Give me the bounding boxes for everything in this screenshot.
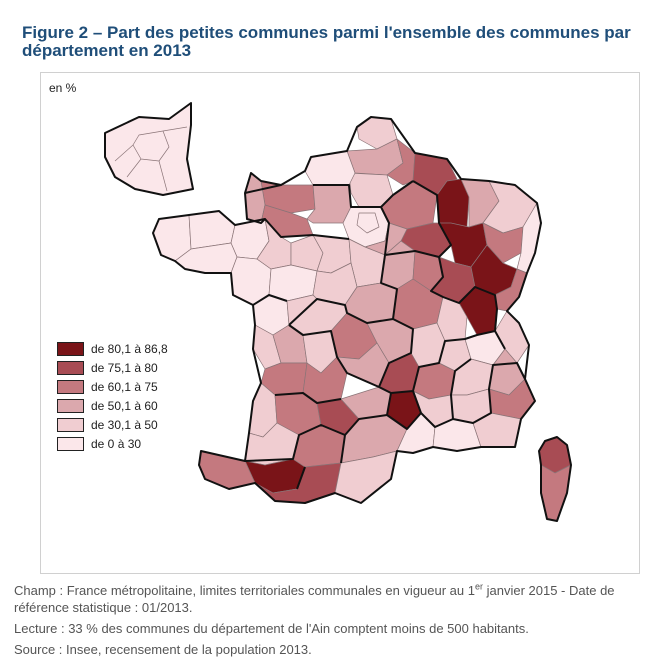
region-border	[152, 116, 542, 504]
legend-item: de 0 à 30	[57, 434, 168, 453]
legend-label: de 50,1 à 60	[91, 398, 158, 413]
legend-swatch	[57, 398, 84, 413]
legend-item: de 50,1 à 60	[57, 396, 168, 415]
legend-item: de 60,1 à 75	[57, 377, 168, 396]
lecture-note: Lecture : 33 % des communes du départeme…	[14, 621, 529, 636]
map-legend: de 80,1 à 86,8 de 75,1 à 80 de 60,1 à 75…	[57, 339, 168, 453]
region-border	[104, 102, 194, 196]
france-map	[104, 102, 572, 522]
unit-label: en %	[49, 81, 77, 95]
legend-label: de 80,1 à 86,8	[91, 341, 168, 356]
department-region	[244, 458, 306, 494]
legend-item: de 30,1 à 50	[57, 415, 168, 434]
legend-label: de 0 à 30	[91, 436, 142, 451]
department-region	[356, 212, 380, 234]
source-note: Source : Insee, recensement de la popula…	[14, 642, 312, 657]
figure-title: Figure 2 – Part des petites communes par…	[22, 23, 631, 60]
legend-swatch	[57, 379, 84, 394]
legend-item: de 80,1 à 86,8	[57, 339, 168, 358]
legend-swatch	[57, 436, 84, 451]
legend-swatch	[57, 417, 84, 432]
department-region	[114, 126, 188, 192]
champ-note: Champ : France métropolitaine, limites t…	[14, 581, 615, 615]
region-border	[538, 436, 572, 522]
legend-label: de 75,1 à 80	[91, 360, 158, 375]
region-border	[244, 180, 526, 490]
legend-label: de 30,1 à 50	[91, 417, 158, 432]
legend-label: de 60,1 à 75	[91, 379, 158, 394]
legend-swatch	[57, 360, 84, 375]
legend-swatch	[57, 341, 84, 356]
legend-item: de 75,1 à 80	[57, 358, 168, 377]
map-frame: en %	[40, 72, 640, 574]
figure-notes: Champ : France métropolitaine, limites t…	[14, 582, 659, 662]
